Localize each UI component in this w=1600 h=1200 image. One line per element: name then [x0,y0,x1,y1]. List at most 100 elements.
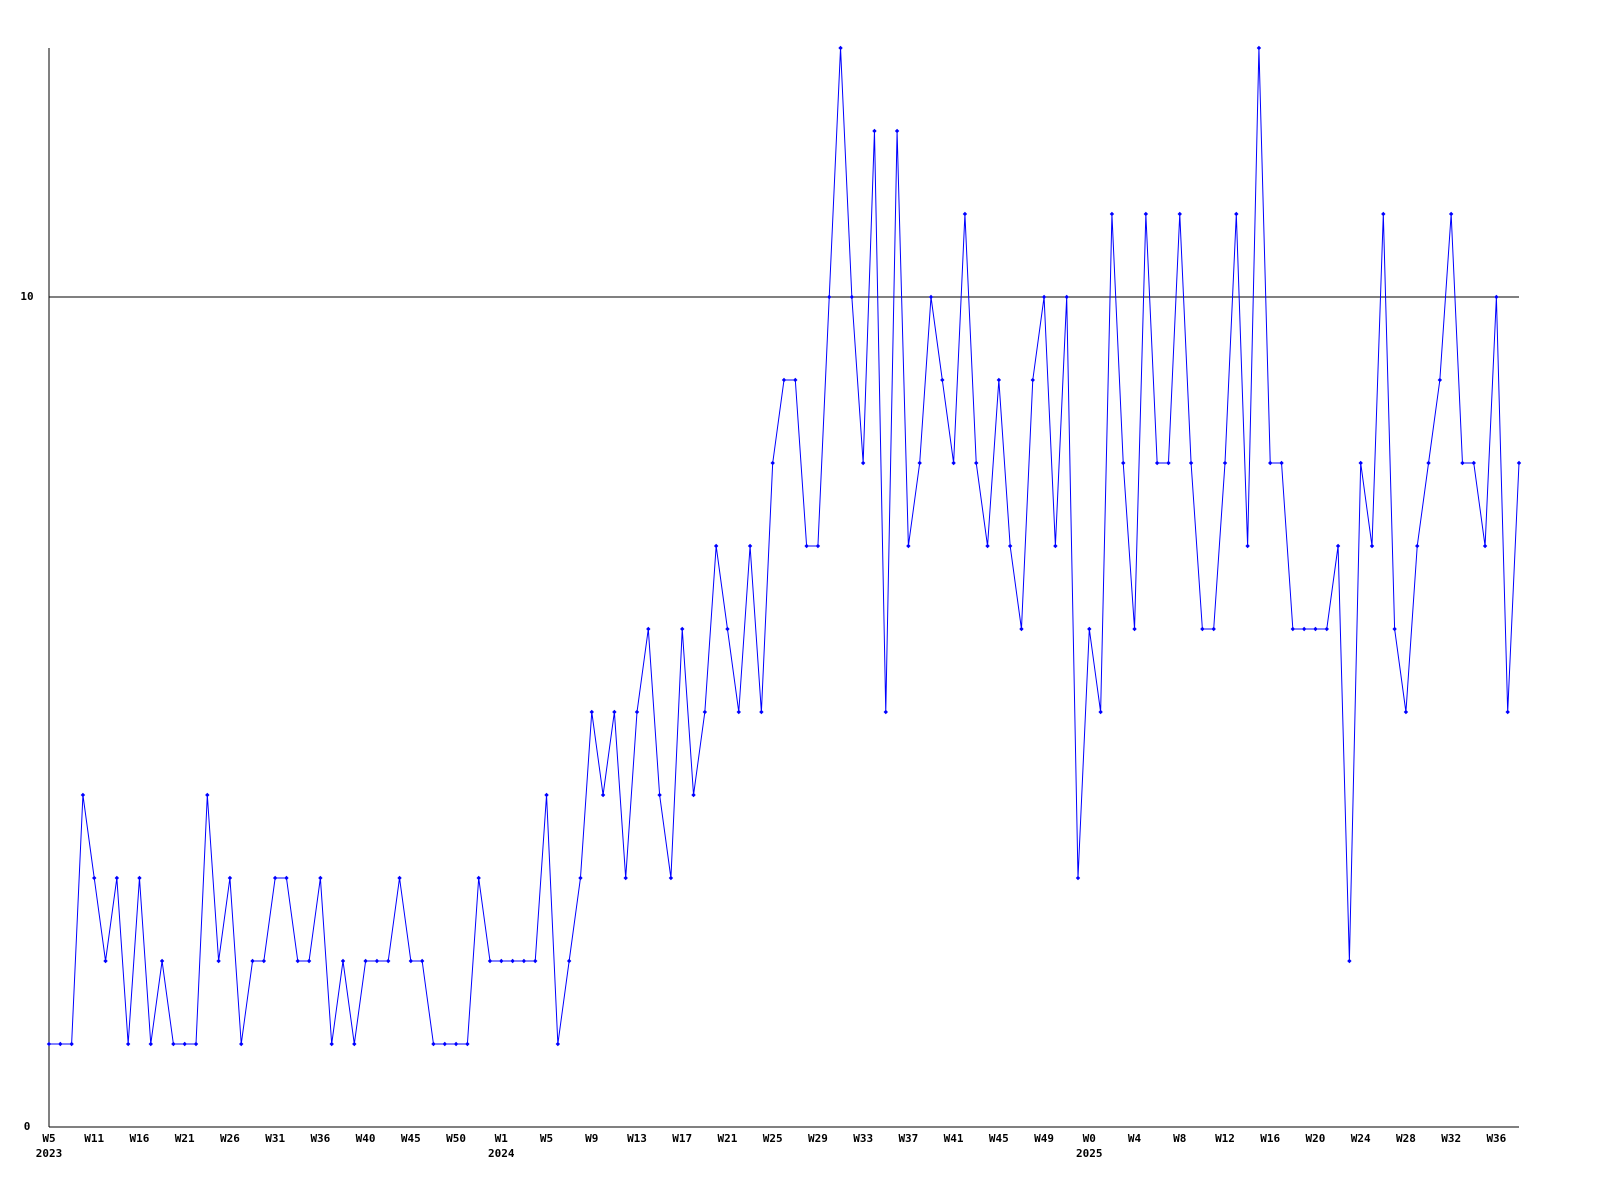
data-point [1143,211,1149,217]
data-point [1426,460,1431,466]
x-tick-label: W45 [989,1132,1009,1145]
x-tick-label: W28 [1396,1132,1416,1145]
x-tick-label: W17 [672,1132,692,1145]
data-point [1075,875,1081,881]
x-tick-label: W9 [585,1132,598,1145]
data-point [544,792,549,798]
x-tick-label: W21 [718,1132,738,1145]
data-point [849,294,855,300]
data-point [736,709,741,715]
data-point [92,875,97,881]
x-tick-label: W0 [1083,1132,1096,1145]
data-point [397,875,402,881]
data-point [713,543,719,549]
x-tick-label: W5 [42,1132,55,1145]
data-point [533,958,538,964]
data-point [408,958,414,964]
data-point [103,958,108,964]
data-point [1347,958,1352,964]
data-point [1234,211,1239,217]
data-point [962,211,968,217]
x-tick-label: W33 [853,1132,873,1145]
x-tick-label: W37 [898,1132,918,1145]
data-point [521,958,527,964]
data-point [1109,211,1115,217]
data-point [1007,543,1013,549]
y-tick-label: 10 [20,290,33,303]
data-point [171,1041,176,1047]
x-tick-label: W41 [944,1132,964,1145]
data-point [646,626,651,632]
data-point [284,875,289,881]
x-tick-label: W29 [808,1132,828,1145]
data-point [566,958,572,964]
data-point [589,709,594,715]
data-point [386,958,391,964]
x-tick-label: W26 [220,1132,240,1145]
data-point [374,958,380,964]
data-point [1460,460,1465,466]
data-point [1448,211,1454,217]
data-point [487,958,493,964]
data-point [148,1041,153,1047]
data-point [125,1041,131,1047]
data-point [770,460,775,466]
x-tick-label: W25 [763,1132,783,1145]
data-point [1471,460,1476,466]
data-point [578,875,583,881]
data-point [261,958,267,964]
x-tick-label: W13 [627,1132,647,1145]
data-point [431,1041,436,1047]
data-point [668,875,674,881]
data-point [815,543,821,549]
data-point [555,1041,561,1047]
data-point [216,958,221,964]
data-point [1154,460,1160,466]
data-point [1166,460,1171,466]
data-point [1437,377,1443,383]
data-point [1188,460,1194,466]
data-point [1200,626,1205,632]
x-tick-label: W49 [1034,1132,1054,1145]
data-point [928,294,934,300]
data-point [442,1041,447,1047]
x-tick-label: W36 [310,1132,330,1145]
data-point [1358,460,1363,466]
data-point [894,128,900,134]
y-tick-label: 0 [24,1120,31,1133]
x-tick-label: W5 [540,1132,553,1145]
data-point [306,958,312,964]
series-line [49,47,1520,1045]
data-point [1415,543,1420,549]
data-point [951,460,956,466]
x-tick-label: W20 [1306,1132,1326,1145]
data-point [69,1041,74,1047]
data-point [725,626,730,632]
data-point [906,543,911,549]
data-point [838,45,843,51]
data-point [1392,626,1397,632]
x-tick-label: W12 [1215,1132,1235,1145]
x-year-label: 2023 [36,1147,63,1160]
data-point [1098,709,1103,715]
data-point [872,128,877,134]
data-point [1087,626,1092,632]
data-point [453,1041,459,1047]
data-point [205,792,210,798]
data-point [781,377,787,383]
data-point [476,875,481,881]
data-point [1290,626,1296,632]
data-point [1132,626,1137,632]
data-point [804,543,809,549]
data-point [510,958,515,964]
data-point [114,875,120,881]
data-point [634,709,640,715]
data-point [1324,626,1329,632]
data-point [1369,543,1375,549]
data-point [1279,460,1284,466]
data-point [793,377,798,383]
data-point [623,875,628,881]
data-point [759,709,764,715]
